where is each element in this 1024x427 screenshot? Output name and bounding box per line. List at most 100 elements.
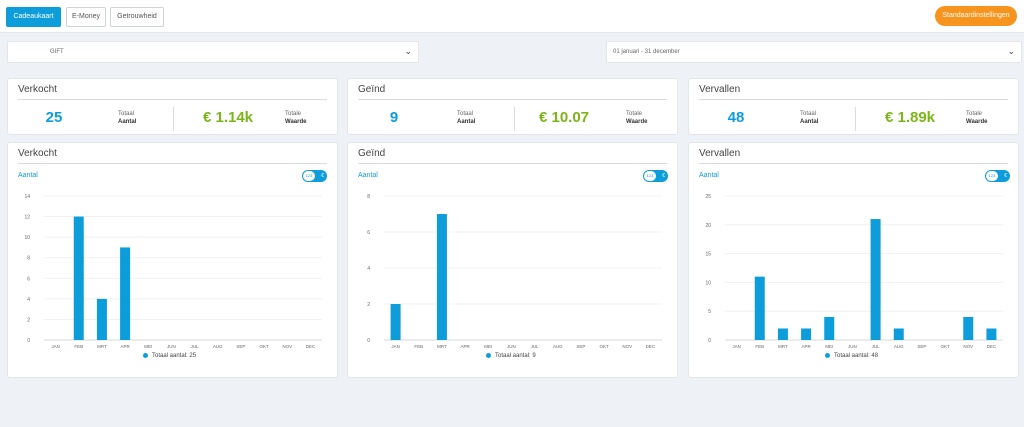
toggle-count-option: 123 bbox=[986, 171, 998, 181]
x-tick-label: AUG bbox=[553, 344, 563, 349]
type-select-value: GIFT bbox=[50, 49, 64, 55]
y-tick-label: 0 bbox=[27, 338, 30, 344]
total-count: 48 bbox=[727, 109, 745, 126]
bar[interactable] bbox=[824, 316, 835, 340]
divider bbox=[358, 163, 667, 164]
tab-getrouwheid[interactable]: Getrouwheid bbox=[110, 7, 164, 27]
x-tick-label: APR bbox=[460, 344, 470, 349]
summary-card-verkocht: Verkocht 25 Totaal Aantal € 1.14k Totale W… bbox=[7, 78, 338, 135]
chart-title: Verkocht bbox=[18, 148, 57, 159]
total-value: € 1.14k bbox=[202, 109, 254, 126]
divider bbox=[18, 99, 327, 100]
count-label: Totaal Aantal bbox=[457, 111, 476, 125]
x-tick-label: NOV bbox=[622, 344, 632, 349]
x-tick-label: DEC bbox=[306, 344, 316, 349]
standaardinstellingen-button[interactable]: Standaardinstellingen bbox=[935, 6, 1017, 26]
x-tick-label: SEP bbox=[917, 344, 926, 349]
divider bbox=[514, 107, 515, 131]
x-tick-label: OKT bbox=[259, 344, 269, 349]
chart-card-geind: Geïnd Aantal 123 € 0 2 4 6 8 JAN FEB MRT APR MEI J… bbox=[347, 142, 678, 378]
y-tick-label: 5 bbox=[708, 309, 711, 315]
y-tick-label: 20 bbox=[705, 223, 711, 229]
bar[interactable] bbox=[963, 316, 974, 340]
count-label: Totaal Aantal bbox=[118, 111, 137, 125]
bar-chart: 0 5 10 15 20 25 JAN FEB MRT APR MEI JUN JUL AUG SEP OKT… bbox=[705, 194, 1003, 349]
value-label: Totale Waarde bbox=[285, 111, 307, 125]
x-tick-label: AUG bbox=[213, 344, 223, 349]
period-select-value: 01 januari - 31 december bbox=[613, 49, 680, 55]
x-tick-label: NOV bbox=[282, 344, 292, 349]
bar-chart: 0 2 4 6 8 JAN FEB MRT APR MEI JUN JUL AUG SEP OKT NOV DE… bbox=[367, 194, 662, 349]
card-title: Verkocht bbox=[18, 84, 57, 95]
value-label: Totale Waarde bbox=[966, 111, 988, 125]
x-tick-label: JUL bbox=[531, 344, 539, 349]
bar[interactable] bbox=[96, 298, 107, 340]
type-select[interactable]: GIFT ⌄ bbox=[7, 41, 419, 63]
x-tick-label: SEP bbox=[236, 344, 245, 349]
x-tick-label: FEB bbox=[74, 344, 83, 349]
count-label: Totaal Aantal bbox=[800, 111, 819, 125]
x-tick-label: JAN bbox=[732, 344, 741, 349]
x-tick-label: OKT bbox=[940, 344, 950, 349]
legend-label: Totaal aantal: 48 bbox=[834, 353, 879, 360]
tab-cadeaukaart[interactable]: Cadeaukaart bbox=[6, 7, 61, 27]
bar[interactable] bbox=[390, 304, 401, 340]
toggle-euro-option: € bbox=[321, 173, 324, 179]
chart-subtitle: Aantal bbox=[358, 172, 378, 179]
chart-card-vervallen: Vervallen Aantal 123 € 0 5 10 15 20 25 JAN FEB M… bbox=[688, 142, 1019, 378]
legend-label: Totaal aantal: 25 bbox=[152, 353, 197, 360]
divider bbox=[699, 99, 1008, 100]
y-tick-label: 10 bbox=[24, 235, 30, 241]
bar-chart: 0 2 4 6 8 10 12 14 JAN FEB MRT APR MEI JUN JUL AUG SEP OK… bbox=[24, 194, 322, 349]
y-tick-label: 14 bbox=[24, 194, 30, 200]
x-tick-label: SEP bbox=[576, 344, 585, 349]
bar[interactable] bbox=[986, 328, 997, 340]
x-tick-label: JUN bbox=[167, 344, 176, 349]
chart-legend: Totaal aantal: 9 bbox=[486, 353, 536, 359]
bar[interactable] bbox=[870, 219, 881, 340]
y-tick-label: 4 bbox=[367, 266, 370, 272]
bar[interactable] bbox=[893, 328, 904, 340]
chart-subtitle: Aantal bbox=[18, 172, 38, 179]
divider bbox=[855, 107, 856, 131]
count-value-toggle[interactable]: 123 € bbox=[302, 170, 327, 182]
bar[interactable] bbox=[436, 214, 447, 340]
period-select[interactable]: 01 januari - 31 december ⌄ bbox=[606, 41, 1022, 63]
chevron-down-icon: ⌄ bbox=[404, 46, 412, 56]
x-tick-label: NOV bbox=[963, 344, 973, 349]
count-value-toggle[interactable]: 123 € bbox=[643, 170, 668, 182]
y-tick-label: 8 bbox=[27, 256, 30, 262]
x-tick-label: DEC bbox=[646, 344, 656, 349]
toggle-count-option: 123 bbox=[303, 171, 315, 181]
x-tick-label: MEI bbox=[484, 344, 492, 349]
y-tick-label: 6 bbox=[367, 230, 370, 236]
total-count: 9 bbox=[389, 109, 399, 126]
y-tick-label: 4 bbox=[27, 297, 30, 303]
y-tick-label: 2 bbox=[367, 302, 370, 308]
toggle-euro-option: € bbox=[662, 173, 665, 179]
total-value: € 10.07 bbox=[538, 109, 590, 126]
chevron-down-icon: ⌄ bbox=[1007, 46, 1015, 56]
divider bbox=[699, 163, 1008, 164]
x-tick-label: JUL bbox=[191, 344, 199, 349]
x-tick-label: MEI bbox=[825, 344, 833, 349]
legend-label: Totaal aantal: 9 bbox=[495, 353, 536, 360]
card-title: Geïnd bbox=[358, 84, 386, 95]
y-tick-label: 6 bbox=[27, 276, 30, 282]
bar[interactable] bbox=[754, 276, 765, 340]
count-value-toggle[interactable]: 123 € bbox=[985, 170, 1010, 182]
y-tick-label: 12 bbox=[24, 215, 30, 221]
divider bbox=[358, 99, 667, 100]
bar[interactable] bbox=[801, 328, 812, 340]
x-tick-label: JUN bbox=[848, 344, 857, 349]
x-tick-label: JUL bbox=[872, 344, 880, 349]
x-tick-label: MEI bbox=[144, 344, 152, 349]
bar[interactable] bbox=[777, 328, 788, 340]
bar[interactable] bbox=[73, 216, 84, 340]
chart-card-verkocht: Verkocht Aantal 123 € 0 2 4 6 8 10 12 14 JAN FEB M… bbox=[7, 142, 338, 378]
y-tick-label: 15 bbox=[705, 252, 711, 258]
chart-legend: Totaal aantal: 25 bbox=[143, 353, 196, 359]
bar[interactable] bbox=[120, 247, 131, 340]
tab-e-money[interactable]: E-Money bbox=[66, 7, 106, 27]
chart-title: Vervallen bbox=[699, 148, 741, 159]
